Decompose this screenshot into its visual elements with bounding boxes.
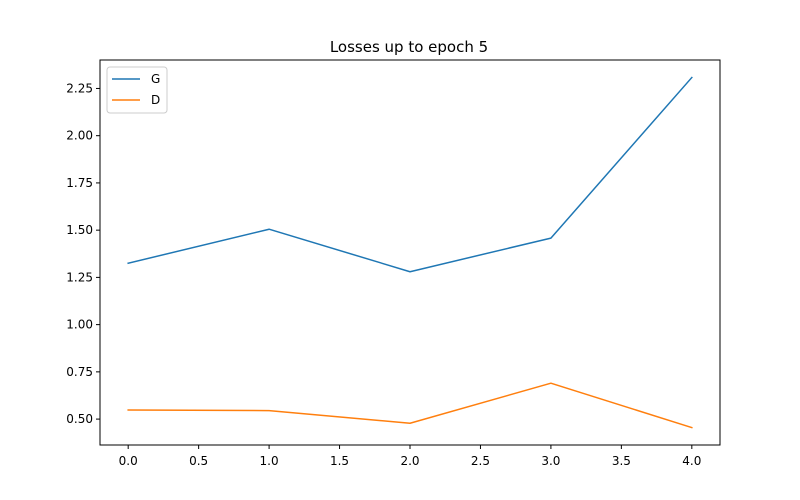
series-lines <box>127 76 693 429</box>
x-tick-label: 4.0 <box>682 454 701 468</box>
legend-label-g: G <box>151 72 160 86</box>
series-line-d <box>127 382 693 429</box>
legend: G D <box>106 66 168 114</box>
x-tick-label: 2.0 <box>400 454 419 468</box>
y-tick-label: 1.75 <box>66 176 93 190</box>
x-tick-label: 3.0 <box>541 454 560 468</box>
x-axis-ticks: 0.0 0.5 1.0 1.5 2.0 2.5 3.0 3.5 4.0 <box>119 445 701 468</box>
x-tick-label: 2.5 <box>471 454 490 468</box>
x-tick-label: 1.5 <box>330 454 349 468</box>
y-tick-label: 0.75 <box>66 365 93 379</box>
x-tick-label: 1.0 <box>260 454 279 468</box>
x-tick-label: 0.5 <box>189 454 208 468</box>
x-tick-label: 0.0 <box>119 454 138 468</box>
series-line-g <box>127 76 693 273</box>
y-tick-label: 2.25 <box>66 81 93 95</box>
y-tick-label: 2.00 <box>66 129 93 143</box>
x-tick-label: 3.5 <box>612 454 631 468</box>
y-tick-label: 1.00 <box>66 318 93 332</box>
y-tick-label: 0.50 <box>66 412 93 426</box>
legend-label-d: D <box>151 93 160 107</box>
chart-title: Losses up to epoch 5 <box>330 38 488 56</box>
y-tick-label: 1.50 <box>66 223 93 237</box>
y-tick-label: 1.25 <box>66 270 93 284</box>
y-axis-ticks: 0.50 0.75 1.00 1.25 1.50 1.75 2.00 2.25 <box>66 81 100 426</box>
